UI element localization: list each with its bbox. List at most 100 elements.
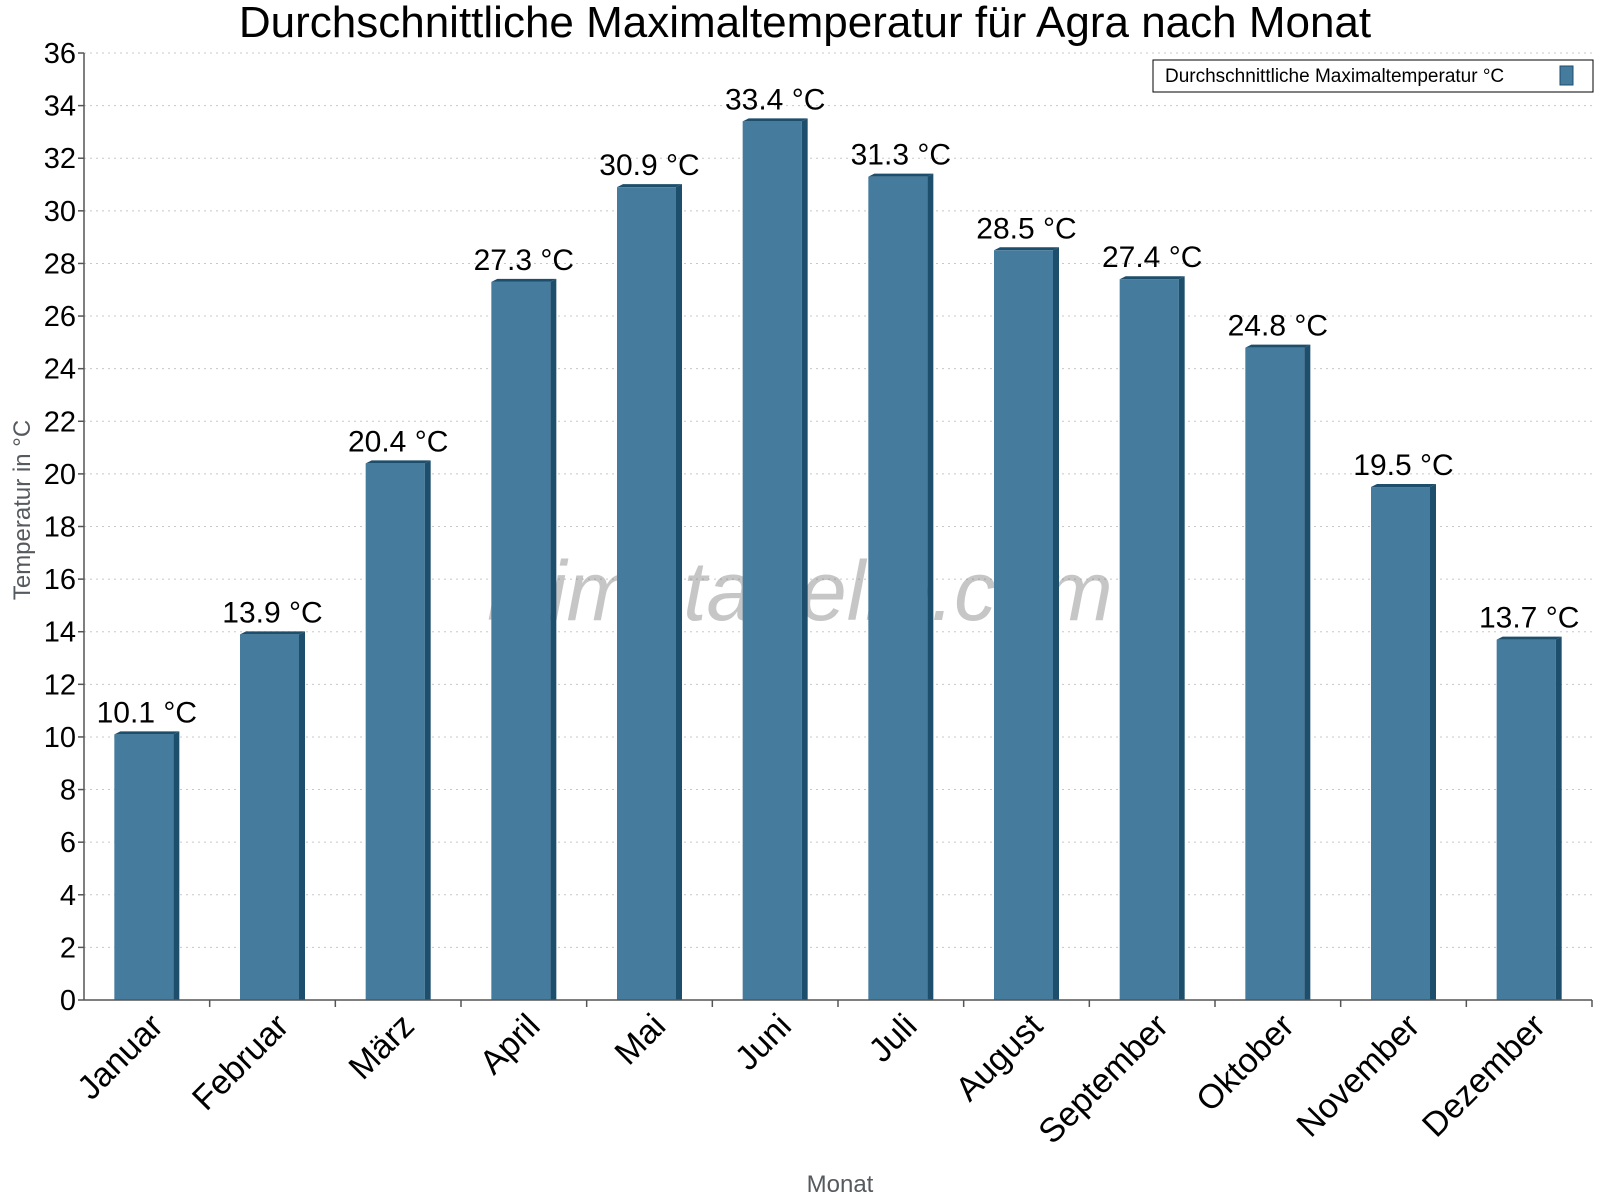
legend: Durchschnittliche Maximaltemperatur °C (1152, 59, 1594, 93)
bar-top (365, 460, 431, 464)
bar-top (1371, 484, 1436, 488)
y-tick-label: 18 (44, 512, 76, 544)
bar-side (550, 278, 557, 1000)
bar (994, 250, 1053, 1000)
value-label: 30.9 °C (599, 149, 699, 182)
bar (1496, 639, 1556, 1000)
bar-top (1496, 636, 1562, 640)
value-label: 27.4 °C (1102, 241, 1202, 274)
x-tick-label: März (342, 1007, 422, 1087)
bar-top (1119, 276, 1185, 280)
legend-box (1152, 59, 1594, 93)
bar (1371, 487, 1430, 1001)
bar (240, 634, 299, 1000)
bar-top (617, 184, 682, 188)
value-label: 33.4 °C (725, 83, 825, 116)
bar-januar (114, 731, 180, 1000)
bar-oktober (1245, 344, 1311, 1001)
legend-label: Durchschnittliche Maximaltemperatur °C (1165, 66, 1504, 87)
grid-lines (84, 52, 1592, 948)
bar-juni (742, 118, 808, 1000)
y-tick-label: 22 (44, 406, 76, 438)
bar-top (994, 247, 1059, 251)
y-axis-title: Temperatur in °C (9, 420, 36, 600)
bar-september (1119, 276, 1185, 1000)
y-tick-label: 4 (60, 880, 76, 912)
bars (114, 118, 1562, 1001)
value-labels: 10.1 °C 13.9 °C 20.4 °C 27.3 °C 30.9 °C 33.4 … (97, 83, 1580, 729)
bar (1245, 347, 1305, 1001)
y-tick-label: 12 (44, 669, 76, 701)
bar-side (1430, 484, 1436, 1001)
bar (742, 121, 802, 1000)
bar-side (676, 184, 682, 1001)
y-tick-label: 34 (44, 91, 76, 123)
bar-side (173, 731, 180, 1000)
x-tick-label: April (473, 1007, 548, 1082)
chart-title: Durchschnittliche Maximaltemperatur für … (239, 0, 1371, 47)
y-tick-label: 30 (44, 196, 76, 228)
value-label: 31.3 °C (851, 139, 951, 172)
bar-side (801, 118, 808, 1000)
y-tick-label: 10 (44, 722, 76, 754)
bar (491, 281, 551, 1000)
x-tick-label: Juni (728, 1007, 799, 1078)
bar-april (491, 278, 557, 1000)
x-tick-label: Juli (862, 1007, 925, 1070)
bar-top (491, 278, 557, 282)
x-axis-title: Monat (807, 1171, 874, 1198)
x-tick-label: Januar (70, 1007, 170, 1107)
x-tick-label: Oktober (1189, 1007, 1301, 1119)
y-tick-label: 28 (44, 248, 76, 280)
y-tick-label: 36 (44, 38, 76, 70)
bar-side (1053, 247, 1059, 1000)
bar-top (742, 118, 808, 122)
legend-swatch (1559, 65, 1574, 86)
value-label: 27.3 °C (474, 244, 574, 277)
x-tick-label: November (1289, 1007, 1427, 1145)
bar (1119, 279, 1179, 1000)
y-tick-label: 14 (44, 617, 76, 649)
value-label: 10.1 °C (97, 696, 197, 729)
bar-side (927, 173, 934, 1000)
bar-dezember (1496, 636, 1562, 1000)
bar-side (424, 460, 431, 1000)
bar-side (1178, 276, 1185, 1000)
value-label: 19.5 °C (1353, 449, 1453, 482)
bar-side (1304, 344, 1311, 1001)
y-tick-label: 20 (44, 459, 76, 491)
y-tick-label: 32 (44, 143, 76, 175)
y-tick-label: 6 (60, 827, 76, 859)
bar (617, 187, 676, 1001)
bar-side (299, 631, 305, 1000)
value-label: 24.8 °C (1228, 310, 1328, 343)
y-tick-label: 16 (44, 564, 76, 596)
value-label: 13.9 °C (222, 596, 322, 629)
bar-august (994, 247, 1059, 1000)
bar (114, 734, 174, 1000)
bar-november (1371, 484, 1436, 1001)
bar-februar (240, 631, 305, 1000)
x-tick-label: September (1031, 1007, 1175, 1151)
x-tick-label: Februar (185, 1007, 296, 1118)
y-tick-label: 0 (60, 985, 76, 1017)
x-tick-label: Mai (608, 1007, 674, 1073)
bar-top (114, 731, 180, 735)
bar-top (1245, 344, 1311, 348)
y-tick-label: 26 (44, 301, 76, 333)
x-tick-label: Dezember (1415, 1007, 1553, 1145)
bar-top (868, 173, 934, 177)
x-tick-label: August (948, 1006, 1050, 1108)
bar (365, 463, 425, 1000)
bar-märz (365, 460, 431, 1000)
y-tick-label: 24 (44, 354, 76, 386)
value-label: 28.5 °C (976, 212, 1076, 245)
value-label: 13.7 °C (1479, 602, 1579, 635)
value-label: 20.4 °C (348, 425, 448, 458)
y-tick-label: 2 (60, 932, 76, 964)
bar (868, 176, 928, 1000)
bar-juli (868, 173, 934, 1000)
bar-mai (617, 184, 682, 1001)
